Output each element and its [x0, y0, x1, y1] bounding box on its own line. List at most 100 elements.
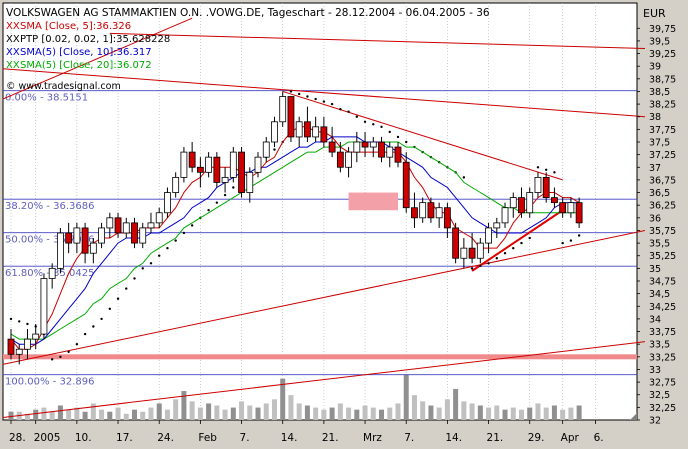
volume-bar — [518, 409, 524, 420]
ptp-dot — [536, 166, 540, 169]
ptp-dot — [92, 325, 95, 328]
volume-bar — [99, 409, 105, 420]
y-tick-label: 36,25 — [649, 201, 676, 212]
volume-bar — [288, 395, 294, 420]
y-tick-label: 35,5 — [649, 239, 670, 250]
legend-entry: PTP [0.02, 0.02, 1]:35.628228 — [20, 34, 170, 45]
y-tick-label: 39,25 — [649, 49, 676, 60]
candle-body — [221, 176, 229, 183]
y-tick-label: 33,75 — [649, 327, 676, 338]
ptp-dot — [166, 246, 169, 250]
highlight-band — [3, 354, 637, 360]
candle-body — [262, 141, 270, 158]
y-tick-label: 34,75 — [649, 277, 676, 288]
volume-bar — [453, 388, 459, 420]
ptp-dot — [75, 342, 79, 346]
volume-bar — [395, 403, 401, 420]
ptp-dot — [363, 120, 367, 123]
ptp-dot — [125, 287, 128, 290]
volume-bar — [560, 409, 566, 420]
candle-body — [295, 121, 303, 138]
ptp-dot — [273, 148, 276, 151]
volume-bar — [49, 411, 55, 420]
y-tick-label: 37 — [649, 163, 661, 174]
x-tick-label: 24. — [157, 432, 174, 444]
x-tick-label: Mrz — [363, 432, 382, 444]
candle-body — [567, 202, 575, 214]
y-tick-label: 34,25 — [649, 302, 676, 313]
ptp-dot — [100, 317, 103, 321]
candle-body — [345, 151, 352, 168]
ptp-dot — [158, 254, 161, 257]
volume-bar — [304, 405, 310, 420]
candle-body — [7, 338, 15, 355]
x-tick-label: 21. — [322, 432, 339, 444]
ptp-dot — [355, 115, 359, 118]
candle-body — [526, 192, 534, 214]
x-tick-label: 7. — [240, 432, 250, 444]
x-tick-label: 21. — [487, 432, 504, 444]
volume-bar — [551, 405, 557, 420]
candle-body — [15, 348, 23, 355]
ptp-dot — [339, 107, 342, 111]
candle-body — [147, 222, 155, 229]
volume-bar — [321, 409, 327, 420]
zone-box — [348, 192, 398, 211]
y-tick-label: 39,5 — [649, 36, 670, 47]
candle-body — [213, 156, 221, 183]
volume-bar — [296, 403, 302, 420]
candle-body — [394, 146, 402, 163]
y-tick-label: 37,5 — [649, 138, 670, 149]
y-tick-label: 38,75 — [649, 74, 676, 85]
y-tick-label: 34 — [649, 314, 661, 325]
candle-body — [172, 176, 180, 193]
ptp-dot — [462, 176, 466, 179]
volume-bar — [568, 407, 574, 420]
y-tick-label: 38,25 — [649, 100, 676, 111]
candle-body — [320, 126, 328, 143]
volume-bar — [403, 374, 409, 420]
volume-bar — [123, 413, 129, 420]
volume-bar — [173, 399, 179, 420]
x-tick-label: 17. — [116, 432, 133, 444]
y-tick-label: 33,25 — [649, 352, 676, 363]
fib-level-label: 50.00% - 35.7056 — [5, 235, 94, 246]
ptp-dot — [503, 252, 507, 255]
candle-body — [287, 96, 295, 138]
ptp-dot — [314, 97, 317, 101]
candle-body — [468, 247, 476, 259]
ptp-dot — [405, 140, 408, 144]
ptp-dot — [232, 186, 235, 189]
ptp-dot — [561, 241, 564, 245]
candle-body — [98, 227, 105, 244]
fib-level-label: 100.00% - 32.896 — [5, 377, 94, 388]
candle-body — [328, 141, 336, 153]
ptp-dot — [297, 92, 301, 96]
legend-prefix: XX — [6, 21, 20, 32]
candle-body — [443, 207, 451, 229]
trendline — [2, 341, 646, 418]
ptp-dot — [396, 135, 400, 139]
volume-bar — [247, 405, 253, 420]
trendline — [2, 68, 646, 118]
ptp-dot — [520, 241, 523, 245]
legend-entry: SMA [Close, 5]:36.326 — [20, 21, 131, 32]
ptp-dot — [388, 130, 391, 134]
ptp-dot — [207, 209, 210, 212]
ptp-dot — [26, 322, 29, 326]
candle-body — [534, 176, 542, 193]
candle-body — [402, 161, 410, 209]
volume-bar — [132, 409, 138, 420]
y-tick-label: 35 — [649, 264, 661, 275]
legend-prefix: XX — [6, 34, 20, 45]
ptp-dot — [289, 90, 293, 93]
volume-bar — [362, 405, 368, 420]
candle-body — [205, 156, 213, 173]
ptp-dot — [116, 297, 120, 300]
volume-bar — [436, 407, 442, 420]
ptp-dot — [18, 320, 21, 323]
candle-body — [65, 232, 73, 244]
x-tick-label: 7. — [404, 432, 414, 444]
candle-body — [81, 227, 89, 254]
